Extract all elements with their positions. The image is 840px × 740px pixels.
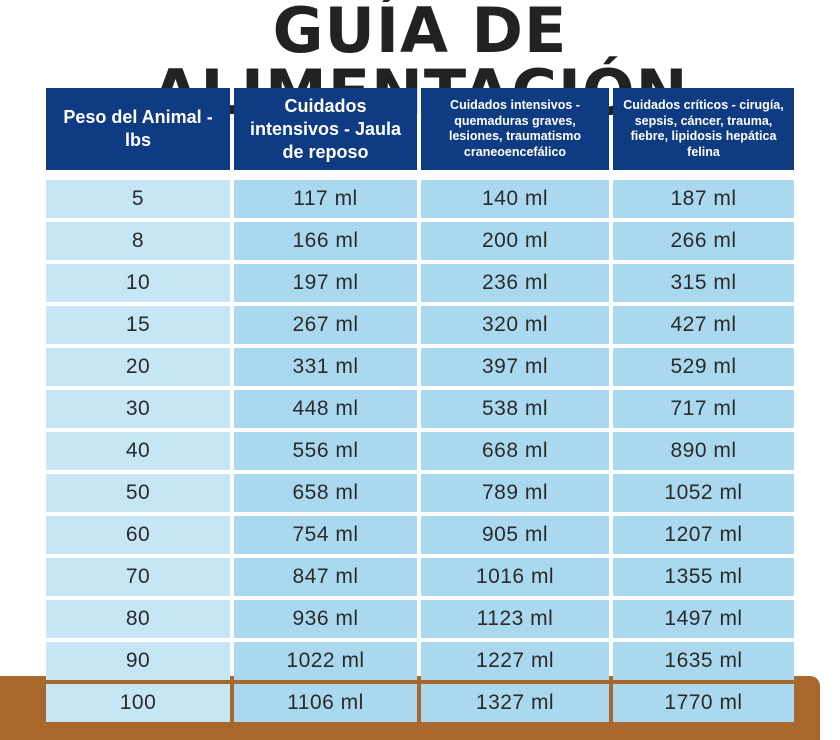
cage-cell: 1022 ml — [234, 642, 417, 680]
burns-cell: 1016 ml — [421, 558, 609, 596]
critical-cell: 1770 ml — [613, 684, 794, 722]
critical-cell: 427 ml — [613, 306, 794, 344]
critical-cell: 187 ml — [613, 180, 794, 218]
burns-cell: 538 ml — [421, 390, 609, 428]
critical-cell: 890 ml — [613, 432, 794, 470]
header-critical-care: Cuidados críticos - cirugía, sepsis, cán… — [613, 88, 794, 170]
critical-cell: 717 ml — [613, 390, 794, 428]
critical-cell: 1497 ml — [613, 600, 794, 638]
cage-cell: 1106 ml — [234, 684, 417, 722]
cage-cell: 847 ml — [234, 558, 417, 596]
weight-cell: 30 — [46, 390, 230, 428]
cage-cell: 117 ml — [234, 180, 417, 218]
burns-cell: 140 ml — [421, 180, 609, 218]
header-intensive-burns: Cuidados intensivos - quemaduras graves,… — [421, 88, 609, 170]
critical-cell: 266 ml — [613, 222, 794, 260]
weight-cell: 10 — [46, 264, 230, 302]
critical-cell: 1355 ml — [613, 558, 794, 596]
critical-cell: 1207 ml — [613, 516, 794, 554]
weight-cell: 8 — [46, 222, 230, 260]
critical-cell: 1052 ml — [613, 474, 794, 512]
weight-cell: 40 — [46, 432, 230, 470]
burns-cell: 1327 ml — [421, 684, 609, 722]
weight-cell: 60 — [46, 516, 230, 554]
weight-cell: 70 — [46, 558, 230, 596]
weight-cell: 80 — [46, 600, 230, 638]
burns-cell: 1227 ml — [421, 642, 609, 680]
cage-cell: 197 ml — [234, 264, 417, 302]
weight-cell: 5 — [46, 180, 230, 218]
weight-cell: 20 — [46, 348, 230, 386]
header-weight: Peso del Animal - lbs — [46, 88, 230, 170]
cage-cell: 166 ml — [234, 222, 417, 260]
weight-cell: 50 — [46, 474, 230, 512]
cage-cell: 658 ml — [234, 474, 417, 512]
header-spacer — [46, 170, 794, 180]
burns-cell: 236 ml — [421, 264, 609, 302]
critical-cell: 1635 ml — [613, 642, 794, 680]
weight-cell: 15 — [46, 306, 230, 344]
cage-cell: 936 ml — [234, 600, 417, 638]
critical-cell: 529 ml — [613, 348, 794, 386]
header-intensive-cage: Cuidados intensivos - Jaula de reposo — [234, 88, 417, 170]
burns-cell: 320 ml — [421, 306, 609, 344]
burns-cell: 905 ml — [421, 516, 609, 554]
cage-cell: 267 ml — [234, 306, 417, 344]
burns-cell: 1123 ml — [421, 600, 609, 638]
cage-cell: 448 ml — [234, 390, 417, 428]
burns-cell: 668 ml — [421, 432, 609, 470]
burns-cell: 200 ml — [421, 222, 609, 260]
feeding-table: Peso del Animal - lbs Cuidados intensivo… — [46, 88, 794, 726]
weight-cell: 90 — [46, 642, 230, 680]
weight-cell: 100 — [46, 684, 230, 722]
cage-cell: 331 ml — [234, 348, 417, 386]
cage-cell: 556 ml — [234, 432, 417, 470]
burns-cell: 397 ml — [421, 348, 609, 386]
burns-cell: 789 ml — [421, 474, 609, 512]
critical-cell: 315 ml — [613, 264, 794, 302]
cage-cell: 754 ml — [234, 516, 417, 554]
